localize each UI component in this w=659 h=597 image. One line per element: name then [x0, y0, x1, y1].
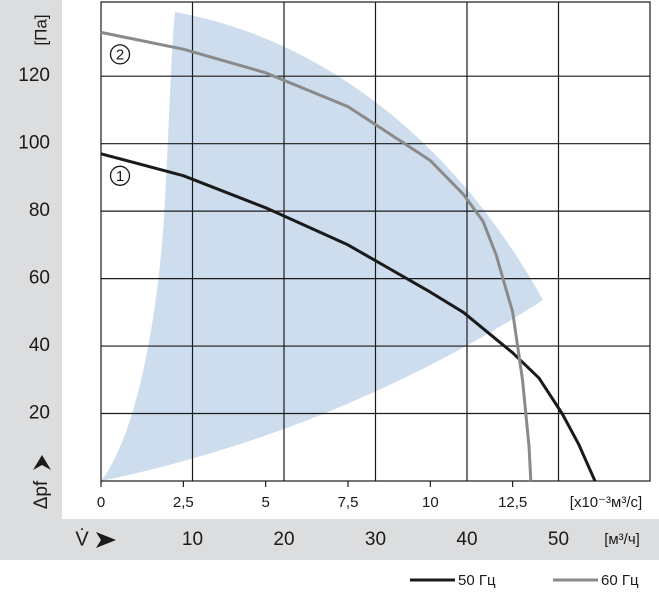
- y-axis-band: [0, 0, 62, 560]
- x2-label: V̇: [75, 528, 89, 550]
- grid: [101, 2, 650, 481]
- x2-arrow: [96, 532, 116, 548]
- x2-tick-label: 10: [182, 529, 203, 550]
- series-marker-label: 2: [116, 46, 124, 63]
- y-tick-label: 40: [29, 335, 50, 356]
- x2-tick-label: 40: [456, 529, 477, 550]
- operating-range: [101, 12, 543, 481]
- legend-label: 50 Гц: [458, 572, 496, 589]
- y-tick-label: 100: [18, 133, 50, 154]
- y-arrow: [33, 455, 51, 470]
- series-line: [100, 152, 597, 482]
- x-tick-label: 2,5: [173, 494, 194, 511]
- series-marker-circle: [109, 165, 131, 186]
- series-line: [100, 30, 533, 482]
- x-tick-label: 10: [422, 494, 439, 511]
- y-tick-label: 20: [29, 403, 50, 424]
- legend-label: 60 Гц: [601, 572, 639, 589]
- x-label: [x10⁻³м³/с]: [570, 494, 642, 511]
- x2-tick-label: 30: [365, 529, 386, 550]
- y-label: Δpf: [31, 480, 52, 509]
- x2-unit: [м³/ч]: [604, 531, 640, 548]
- x-tick-label: 0: [97, 494, 105, 511]
- x-tick-label: 5: [261, 494, 269, 511]
- series-marker-circle: [109, 44, 131, 65]
- x-tick-label: 7,5: [338, 494, 359, 511]
- y-unit: [Па]: [31, 14, 50, 45]
- y-tick-label: 120: [18, 65, 50, 86]
- y-tick-label: 60: [29, 268, 50, 289]
- series-marker-label: 1: [116, 168, 124, 185]
- x-tick-label: 12,5: [498, 494, 527, 511]
- plot-frame: [100, 1, 651, 482]
- x2-tick-label: 50: [548, 529, 569, 550]
- x2-tick-label: 20: [273, 529, 294, 550]
- y-tick-label: 80: [29, 200, 50, 221]
